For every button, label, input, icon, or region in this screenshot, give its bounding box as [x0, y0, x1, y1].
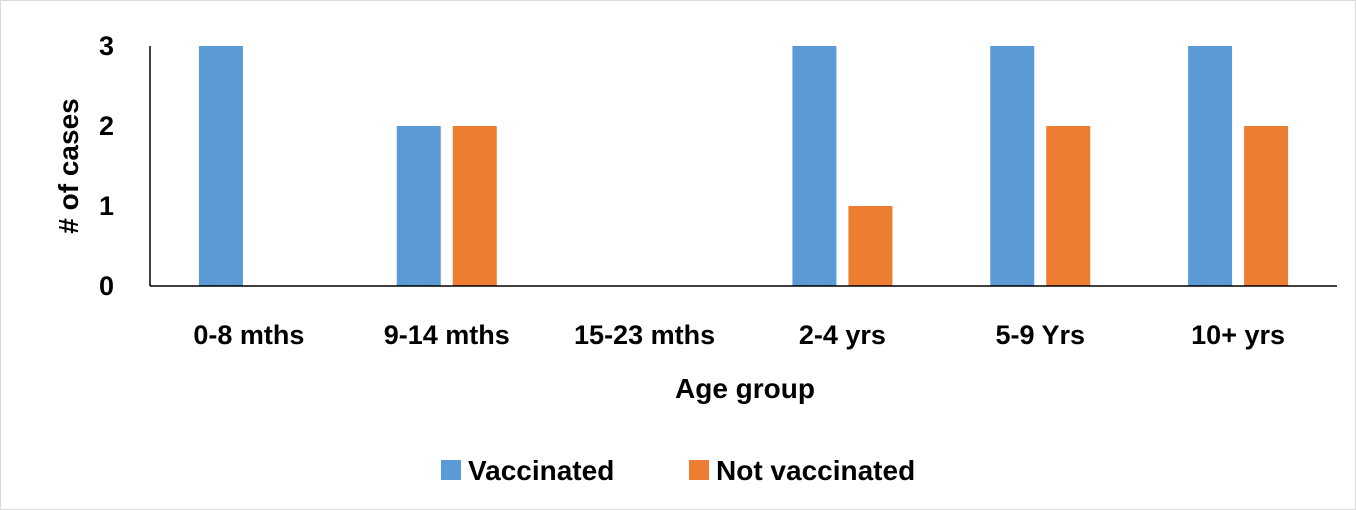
bar-not-vaccinated — [848, 206, 893, 286]
bar-vaccinated — [990, 46, 1035, 286]
x-tick-label: 2-4 yrs — [799, 320, 886, 350]
bar-vaccinated — [396, 126, 441, 286]
x-axis-title: Age group — [675, 373, 815, 404]
x-tick-labels: 0-8 mths 9-14 mths 15-23 mths 2-4 yrs 5-9 Yr… — [193, 320, 1285, 350]
x-tick-label: 5-9 Yrs — [995, 320, 1085, 350]
bar-not-vaccinated — [1244, 126, 1289, 286]
bar-vaccinated — [792, 46, 837, 286]
y-tick-labels: 0 1 2 3 — [99, 31, 114, 301]
bar-vaccinated — [1188, 46, 1233, 286]
legend-label: Vaccinated — [468, 455, 614, 486]
legend-label: Not vaccinated — [716, 455, 915, 486]
bar-vaccinated — [198, 46, 243, 286]
y-tick-label: 2 — [99, 111, 114, 141]
bar-not-vaccinated — [1046, 126, 1091, 286]
legend-swatch — [689, 460, 709, 480]
y-tick-label: 0 — [99, 271, 114, 301]
x-tick-label: 9-14 mths — [384, 320, 510, 350]
y-tick-label: 1 — [99, 191, 114, 221]
y-tick-label: 3 — [99, 31, 114, 61]
legend: Vaccinated Not vaccinated — [441, 455, 915, 486]
x-tick-label: 15-23 mths — [574, 320, 715, 350]
bar-not-vaccinated — [452, 126, 497, 286]
bars-group — [198, 46, 1289, 286]
legend-swatch — [441, 460, 461, 480]
y-axis-title: # of cases — [53, 98, 84, 233]
x-tick-label: 0-8 mths — [193, 320, 304, 350]
x-tick-label: 10+ yrs — [1191, 320, 1285, 350]
